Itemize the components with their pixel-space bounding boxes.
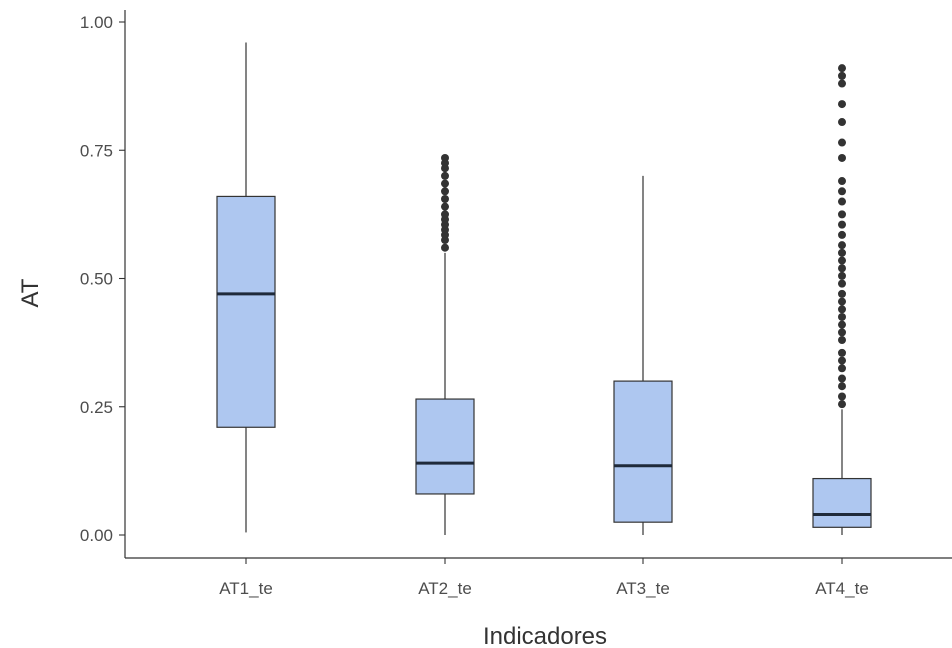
y-tick-label: 0.75 (80, 141, 113, 160)
box-iqr (216, 195, 276, 428)
y-axis: 0.00 0.25 0.50 0.75 1.00 (80, 10, 126, 558)
outlier-point (838, 153, 846, 162)
box-group-at2-te (415, 153, 475, 535)
x-axis: AT1_te AT2_te AT3_te AT4_te (125, 557, 952, 598)
y-tick-label: 0.25 (80, 398, 113, 417)
outlier-point (441, 153, 449, 162)
outlier-point (838, 374, 846, 383)
outlier-point (838, 336, 846, 345)
x-tick-label: AT1_te (219, 579, 273, 598)
outlier-point (838, 248, 846, 257)
outlier-point (441, 179, 449, 188)
outlier-point (838, 382, 846, 391)
outlier-point (441, 194, 449, 203)
outlier-point (441, 202, 449, 211)
x-tick-label: AT2_te (418, 579, 472, 598)
outlier-point (838, 312, 846, 321)
outlier-point (838, 297, 846, 306)
box-group-at4-te (812, 64, 872, 535)
outlier-point (838, 328, 846, 337)
outlier-point (838, 356, 846, 365)
outlier-point (838, 64, 846, 73)
y-tick-label: 0.50 (80, 270, 113, 289)
outlier-point (441, 171, 449, 180)
outlier-point (838, 305, 846, 314)
y-tick-label: 0.00 (80, 526, 113, 545)
outlier-point (838, 392, 846, 401)
box-iqr (812, 477, 872, 528)
outlier-point (838, 400, 846, 409)
y-tick-label: 1.00 (80, 13, 113, 32)
outlier-point (441, 187, 449, 196)
outlier-point (838, 100, 846, 109)
box-group-at3-te (613, 175, 673, 535)
outlier-point (441, 210, 449, 219)
x-tick-label: AT4_te (815, 579, 869, 598)
x-axis-title: Indicadores (483, 623, 607, 648)
outlier-point (838, 256, 846, 265)
outlier-point (838, 241, 846, 250)
outlier-point (838, 271, 846, 280)
outlier-point (838, 264, 846, 273)
outlier-point (838, 118, 846, 127)
outlier-point (838, 279, 846, 288)
outlier-point (838, 79, 846, 88)
y-axis-title: AT (17, 278, 44, 307)
outlier-point (838, 177, 846, 186)
outlier-point (838, 210, 846, 219)
outlier-point (441, 243, 449, 252)
outlier-point (838, 220, 846, 229)
outlier-point (838, 364, 846, 373)
box-group-at1-te (216, 42, 276, 533)
outlier-point (838, 348, 846, 357)
x-tick-label: AT3_te (616, 579, 670, 598)
plot-marks (216, 42, 872, 535)
outlier-point (838, 289, 846, 298)
outlier-point (838, 138, 846, 147)
outlier-point (838, 71, 846, 80)
outlier-point (838, 187, 846, 196)
box-iqr (415, 398, 475, 495)
outlier-point (838, 197, 846, 206)
outlier-point (838, 230, 846, 239)
box-iqr (613, 380, 673, 523)
outlier-point (838, 320, 846, 329)
